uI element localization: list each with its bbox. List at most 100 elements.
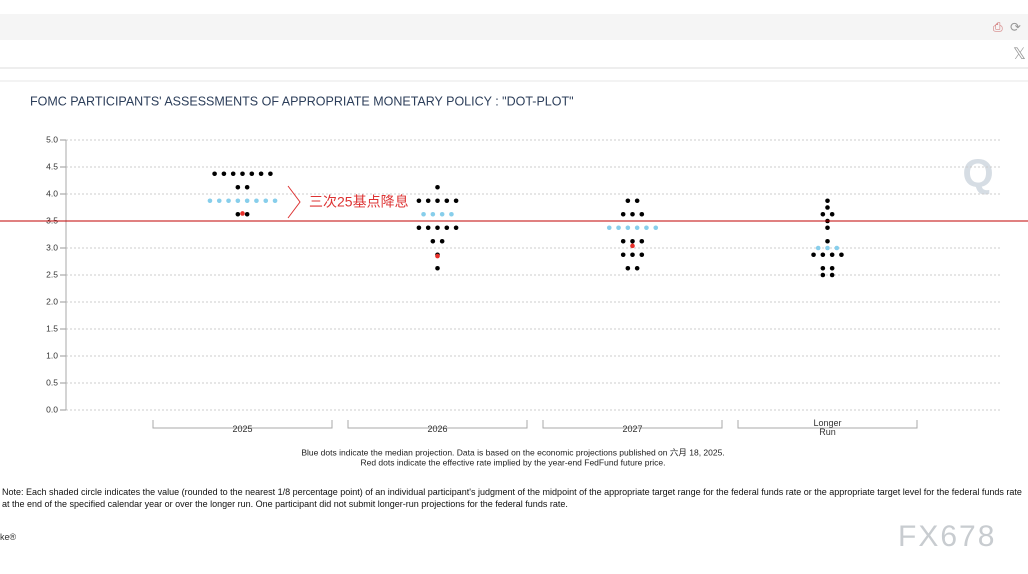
dot xyxy=(235,211,241,217)
top-bar xyxy=(0,14,1028,40)
toolbar xyxy=(0,40,1028,68)
dot xyxy=(825,198,830,204)
dot xyxy=(834,245,840,251)
dot xyxy=(811,252,816,258)
dot xyxy=(421,211,426,217)
dot xyxy=(221,171,227,177)
y-tick-label: 2.5 xyxy=(46,269,58,279)
dot xyxy=(272,198,278,204)
dot xyxy=(820,265,826,271)
dot xyxy=(829,272,835,278)
dot xyxy=(825,238,830,244)
y-tick-label: 0.5 xyxy=(46,377,58,387)
y-tick-label: 3.5 xyxy=(46,215,58,225)
dot xyxy=(634,225,640,231)
dot xyxy=(820,252,826,258)
dot xyxy=(416,225,422,231)
dot xyxy=(616,225,621,231)
dot xyxy=(235,184,241,190)
red-dot xyxy=(630,243,635,249)
dot xyxy=(258,171,264,177)
dot xyxy=(449,211,454,217)
dot xyxy=(435,225,440,231)
refresh-icon[interactable]: ⟳ xyxy=(1010,19,1021,34)
dot xyxy=(630,211,635,217)
dot xyxy=(244,198,250,204)
panel-edge xyxy=(0,80,1028,82)
dot xyxy=(634,198,640,204)
dot xyxy=(430,211,436,217)
dot xyxy=(453,198,459,204)
annotation-bracket xyxy=(287,185,301,219)
dot xyxy=(453,225,459,231)
export-icon[interactable]: ⎙ xyxy=(993,20,1003,34)
dot xyxy=(815,245,821,251)
dot xyxy=(653,225,659,231)
dot xyxy=(829,265,835,271)
x-tick-label: 2025 xyxy=(232,424,253,434)
dot xyxy=(435,198,440,204)
y-tick-label: 0.0 xyxy=(46,404,58,414)
y-tick-label: 4.5 xyxy=(46,161,58,171)
dot xyxy=(620,252,626,258)
dot xyxy=(639,252,645,258)
dot xyxy=(630,252,635,258)
caption: Red dots indicate the effective rate imp… xyxy=(360,457,665,467)
category-bracket xyxy=(347,420,528,429)
dot xyxy=(244,184,250,190)
y-tick-label: 1.5 xyxy=(46,323,58,333)
y-tick-label: 2.0 xyxy=(46,296,58,306)
close-icon[interactable]: 𝕏 xyxy=(1013,46,1026,63)
category-bracket xyxy=(542,420,723,429)
watermark: FX678 xyxy=(898,520,997,553)
dot xyxy=(430,238,436,244)
dot xyxy=(639,238,645,244)
dot xyxy=(240,171,245,177)
dot xyxy=(439,211,445,217)
dot xyxy=(425,225,431,231)
dot xyxy=(216,198,222,204)
dot xyxy=(829,252,835,258)
dot xyxy=(625,198,631,204)
logo: Q xyxy=(962,152,993,196)
dot xyxy=(825,225,830,231)
y-tick-label: 5.0 xyxy=(46,134,58,144)
footer: ke® xyxy=(0,532,17,542)
x-tick-label: 2026 xyxy=(427,424,448,434)
dot xyxy=(249,171,255,177)
y-tick-label: 3.0 xyxy=(46,242,58,252)
dot xyxy=(425,198,431,204)
dot xyxy=(839,252,844,258)
caption: Blue dots indicate the median projection… xyxy=(301,447,724,457)
annotation: 三次25基点降息 xyxy=(309,194,409,210)
dot xyxy=(444,225,450,231)
red-dot xyxy=(435,253,440,259)
x-tick-label: Longer Run xyxy=(813,418,842,437)
dot xyxy=(825,205,830,210)
y-tick-label: 1.0 xyxy=(46,350,58,360)
dot xyxy=(416,198,422,204)
dot xyxy=(825,245,830,251)
dot xyxy=(625,265,631,271)
dot xyxy=(235,198,241,204)
dot xyxy=(634,265,640,271)
y-tick-label: 4.0 xyxy=(46,188,58,198)
dot xyxy=(244,211,250,217)
category-bracket xyxy=(152,420,333,429)
dot xyxy=(444,198,450,204)
dot xyxy=(630,238,635,244)
dot xyxy=(439,238,445,244)
dot xyxy=(644,225,649,231)
dot xyxy=(207,198,213,204)
dot xyxy=(212,171,217,177)
red-dot xyxy=(240,211,245,216)
dot xyxy=(254,198,259,204)
x-tick-label: 2027 xyxy=(622,424,643,434)
dot xyxy=(829,211,835,217)
dot xyxy=(263,198,269,204)
dot xyxy=(226,198,231,204)
dot xyxy=(435,184,440,190)
dot xyxy=(606,225,612,231)
dot xyxy=(620,238,626,244)
